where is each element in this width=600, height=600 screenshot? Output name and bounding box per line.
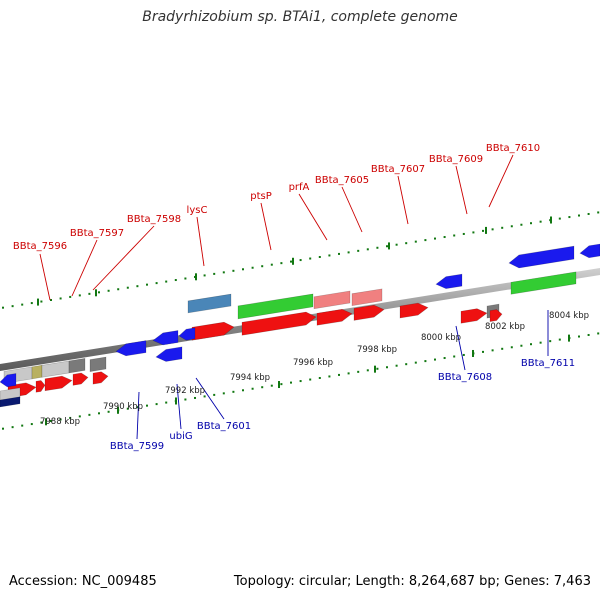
label-bbta-7605[interactable]: BBta_7605 [315, 175, 369, 186]
label-bbta-7609-leader [455, 165, 468, 215]
gene-cds-7611[interactable] [508, 245, 575, 269]
label-bbta-7609[interactable]: BBta_7609 [429, 154, 483, 165]
reverse-tick-row [2, 332, 600, 430]
label-prfa-leader [298, 193, 328, 241]
gene-cds-7601[interactable] [178, 327, 196, 341]
label-bbta-7597-leader [71, 239, 98, 297]
kbp-label-7996-kbp: 7996 kbp [293, 358, 333, 368]
label-bbta-7608-leader [455, 325, 466, 371]
label-ubig-leader [176, 383, 182, 430]
genome-summary-text: Topology: circular; Length: 8,264,687 bp… [233, 574, 591, 589]
kbp-label-7994-kbp: 7994 kbp [230, 373, 270, 383]
gene-cds-7598[interactable] [92, 371, 109, 385]
label-bbta-7605-leader [341, 186, 363, 233]
gene-cds-right-edge[interactable] [579, 243, 600, 259]
kbp-label-8004-kbp: 8004 kbp [549, 311, 589, 321]
kbp-label-7992-kbp: 7992 kbp [165, 386, 205, 396]
label-bbta-7610[interactable]: BBta_7610 [486, 143, 540, 154]
label-bbta-7596-leader [39, 253, 51, 301]
label-bbta-7610-leader [488, 154, 514, 208]
label-ptsp[interactable]: ptsP [250, 191, 272, 202]
gene-block-pink-prfa[interactable] [313, 290, 351, 310]
gene-cds-ptsp[interactable] [241, 311, 317, 336]
gene-cds-prfa[interactable] [316, 308, 353, 326]
gene-block-gray-1[interactable] [68, 358, 86, 374]
label-bbta-7598[interactable]: BBta_7598 [127, 214, 181, 225]
gene-cds-7608[interactable] [435, 273, 463, 289]
gene-cds-7599[interactable] [115, 340, 147, 357]
kbp-label-8002-kbp: 8002 kbp [485, 322, 525, 332]
gene-cds-ubig-2[interactable] [155, 346, 183, 362]
label-ptsp-leader [260, 202, 272, 251]
gene-block-green-right[interactable] [510, 271, 577, 295]
label-bbta-7601-leader [195, 377, 225, 420]
gene-block-gray-2[interactable] [89, 356, 107, 372]
gene-cds-ubig[interactable] [152, 330, 179, 346]
gene-cds-lysc[interactable] [191, 321, 235, 341]
gene-block-steel[interactable] [187, 293, 232, 314]
kbp-label-7998-kbp: 7998 kbp [357, 345, 397, 355]
gene-cds-7605[interactable] [353, 304, 385, 321]
label-lysc-leader [196, 216, 205, 267]
label-ubig[interactable]: ubiG [169, 431, 192, 442]
label-bbta-7607[interactable]: BBta_7607 [371, 164, 425, 175]
gene-cds-small-2[interactable] [72, 372, 89, 386]
map-title: Bradyrhizobium sp. BTAi1, complete genom… [142, 9, 458, 25]
kbp-label-8000-kbp: 8000 kbp [421, 333, 461, 343]
kbp-label-7988-kbp: 7988 kbp [40, 417, 80, 427]
gene-cds-7610[interactable] [489, 309, 503, 322]
label-bbta-7599[interactable]: BBta_7599 [110, 441, 164, 452]
label-prfa[interactable]: prfA [289, 182, 310, 193]
kbp-label-7990-kbp: 7990 kbp [103, 402, 143, 412]
gene-cds-7609[interactable] [460, 308, 488, 324]
label-lysc[interactable]: lysC [187, 205, 208, 216]
label-bbta-7597[interactable]: BBta_7597 [70, 228, 124, 239]
gene-cds-7607[interactable] [399, 302, 429, 319]
gene-block-pink-7605[interactable] [351, 288, 383, 307]
label-bbta-7601[interactable]: BBta_7601 [197, 421, 251, 432]
gene-cds-left-edge[interactable] [0, 373, 17, 388]
label-bbta-7607-leader [397, 175, 409, 225]
gene-block-left-navy[interactable] [0, 396, 21, 408]
forward-tick-row [2, 211, 600, 309]
label-bbta-7608[interactable]: BBta_7608 [438, 372, 492, 383]
gene-cds-small-1[interactable] [35, 380, 46, 393]
accession-text: Accession: NC_009485 [9, 574, 157, 589]
label-bbta-7599-leader [136, 391, 140, 440]
label-bbta-7596[interactable]: BBta_7596 [13, 241, 67, 252]
gene-block-green-ptsp[interactable] [237, 293, 314, 320]
label-bbta-7611[interactable]: BBta_7611 [521, 358, 575, 369]
gene-block-olive[interactable] [31, 364, 43, 380]
gene-cds-7597[interactable] [44, 375, 73, 392]
label-bbta-7598-leader [92, 225, 155, 291]
